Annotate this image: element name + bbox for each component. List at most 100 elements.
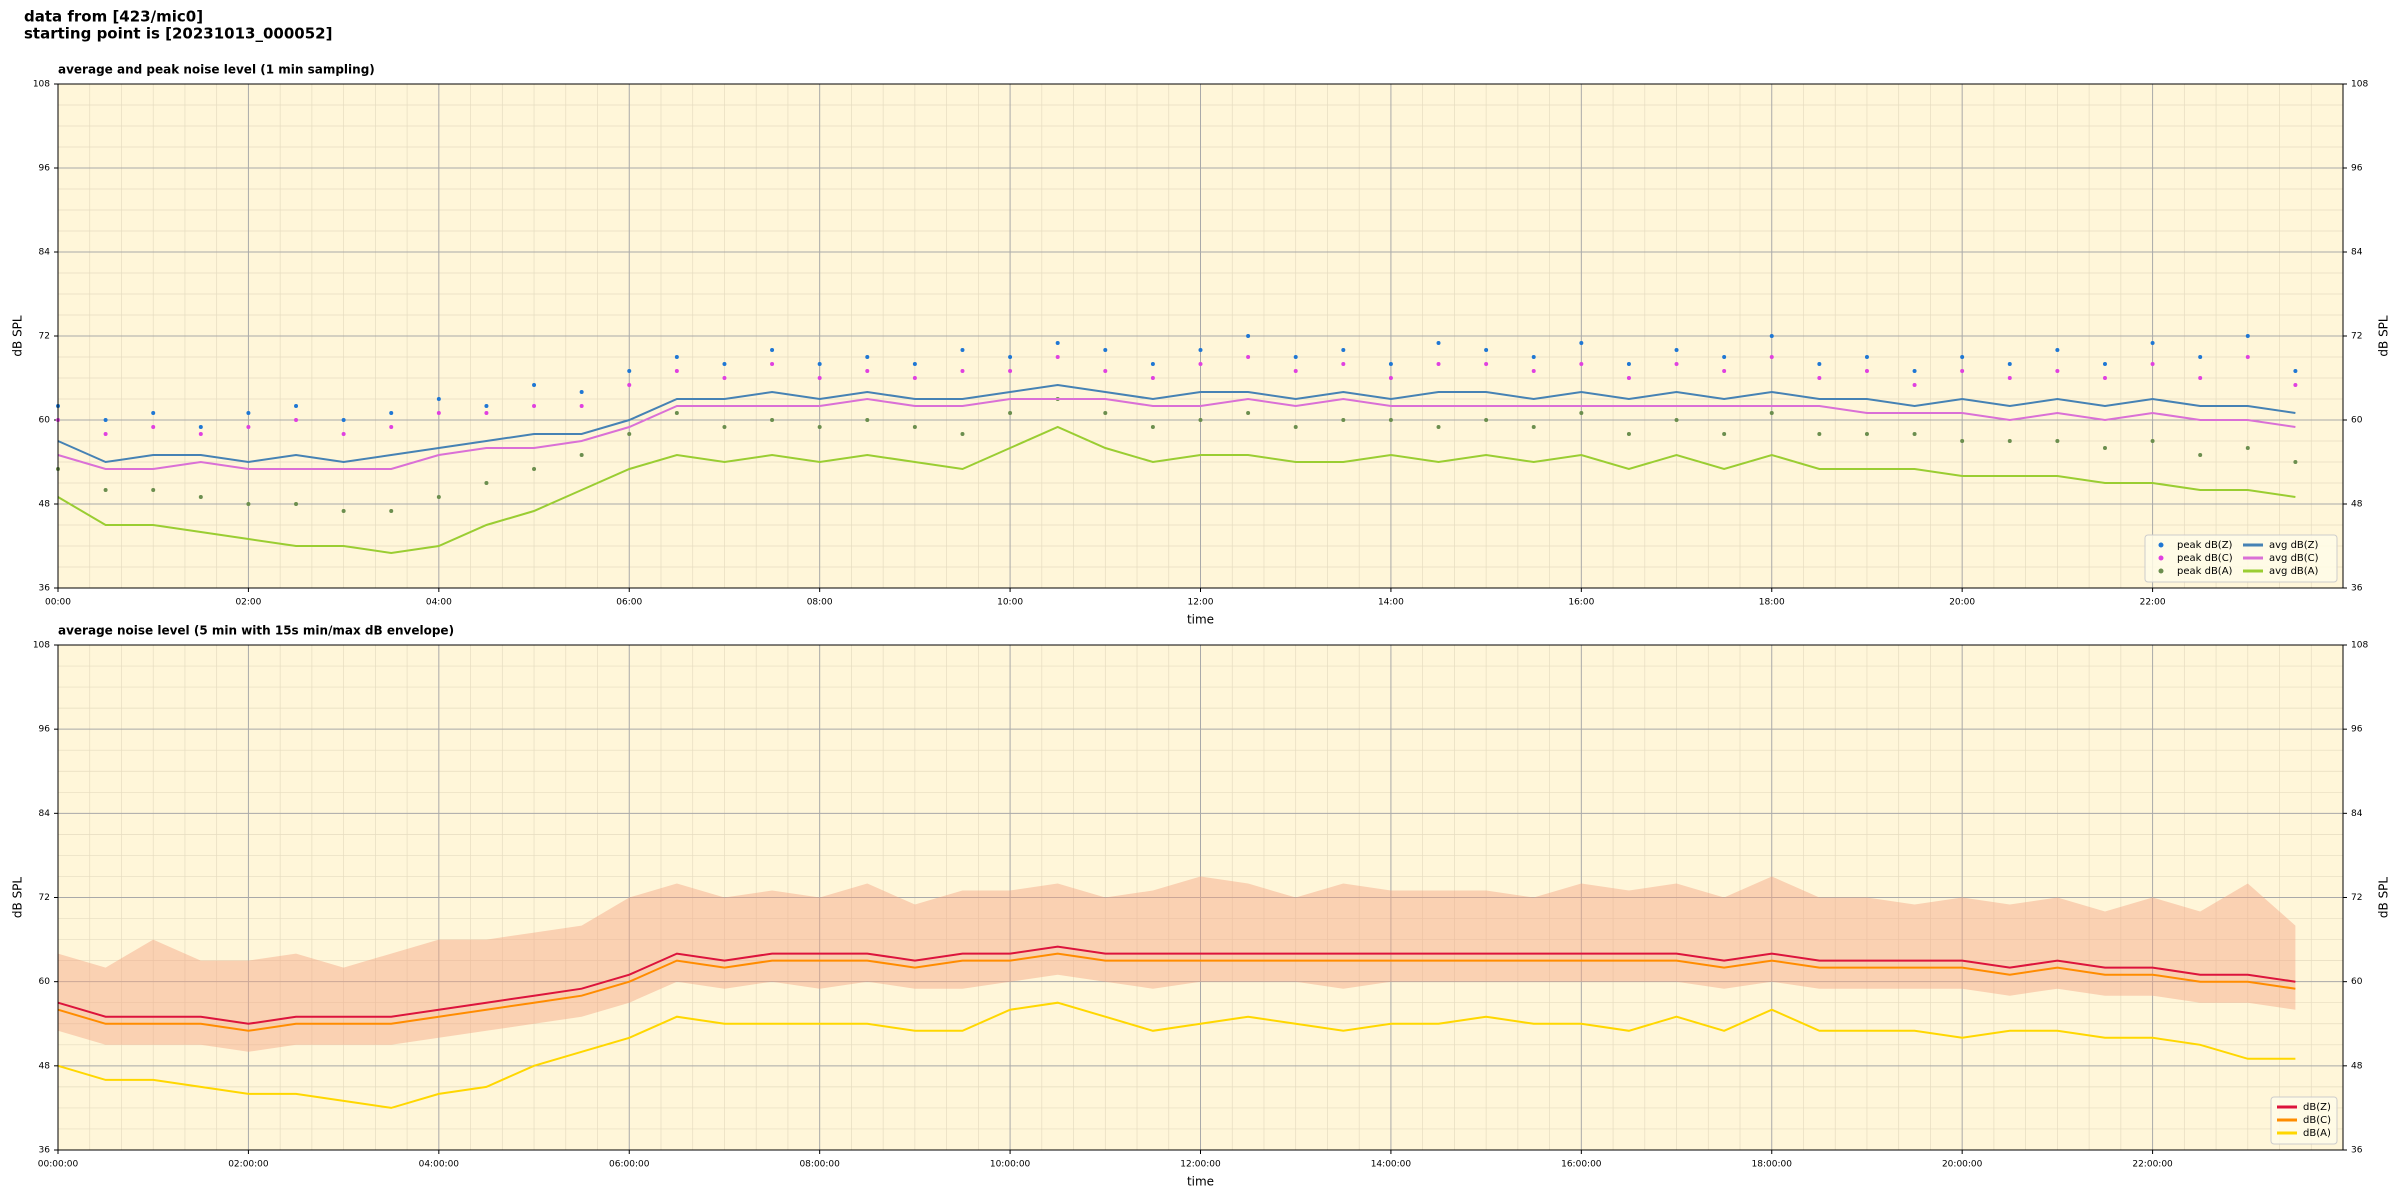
peak-dot bbox=[2198, 376, 2203, 380]
peak-dot bbox=[294, 502, 299, 506]
x-tick-label: 10:00 bbox=[997, 598, 1023, 608]
peak-dot bbox=[2102, 362, 2107, 366]
peak-dot bbox=[1912, 383, 1917, 387]
peak-dot bbox=[817, 362, 822, 366]
x-tick-label: 00:00:00 bbox=[38, 1160, 79, 1170]
peak-dot bbox=[960, 432, 965, 436]
peak-dot bbox=[532, 404, 537, 408]
peak-dot bbox=[2150, 362, 2155, 366]
x-tick-label: 20:00:00 bbox=[1942, 1160, 1983, 1170]
peak-dot bbox=[1769, 334, 1774, 338]
peak-dot bbox=[1388, 362, 1393, 366]
peak-dot bbox=[2293, 383, 2298, 387]
peak-dot bbox=[532, 467, 537, 471]
x-tick-label: 04:00 bbox=[426, 598, 452, 608]
peak-dot bbox=[484, 411, 489, 415]
peak-dot bbox=[389, 425, 394, 429]
y-tick-label: 72 bbox=[2351, 893, 2362, 903]
y-tick-label: 48 bbox=[39, 1061, 51, 1071]
peak-dot bbox=[1579, 362, 1584, 366]
peak-dot bbox=[1960, 439, 1965, 443]
legend-label: dB(A) bbox=[2303, 1128, 2331, 1139]
x-tick-label: 12:00 bbox=[1188, 598, 1214, 608]
y-axis-label: dB SPL bbox=[11, 315, 25, 357]
y-tick-label: 96 bbox=[39, 725, 51, 735]
peak-dot bbox=[722, 376, 727, 380]
peak-dot bbox=[1817, 432, 1822, 436]
peak-dot bbox=[1103, 348, 1108, 352]
y-tick-label: 60 bbox=[39, 977, 51, 987]
y-tick-label: 60 bbox=[2351, 416, 2363, 426]
peak-dot bbox=[1341, 348, 1346, 352]
peak-dot bbox=[389, 411, 394, 415]
peak-dot bbox=[198, 425, 203, 429]
peak-dot bbox=[1864, 355, 1869, 359]
y-tick-label: 48 bbox=[2351, 500, 2363, 510]
legend-label: peak dB(A) bbox=[2177, 566, 2233, 577]
peak-dot bbox=[1579, 411, 1584, 415]
y-tick-label: 84 bbox=[2351, 809, 2363, 819]
series-line bbox=[57, 945, 2296, 1025]
y-tick-label: 84 bbox=[2351, 248, 2363, 258]
peak-dot bbox=[1055, 341, 1060, 345]
peak-dot bbox=[246, 425, 251, 429]
peak-dot bbox=[1960, 355, 1965, 359]
peak-dot bbox=[674, 355, 679, 359]
legend-marker bbox=[2158, 542, 2164, 548]
x-axis-label: time bbox=[1187, 1175, 1214, 1189]
peak-dot bbox=[1388, 418, 1393, 422]
peak-dot bbox=[770, 362, 775, 366]
peak-dot bbox=[1436, 341, 1441, 345]
peak-dot bbox=[1246, 334, 1251, 338]
peak-dot bbox=[2055, 439, 2060, 443]
peak-dot bbox=[1484, 362, 1489, 366]
peak-dot bbox=[198, 495, 203, 499]
peak-dot bbox=[103, 432, 108, 436]
peak-dot bbox=[627, 383, 632, 387]
x-tick-label: 14:00:00 bbox=[1371, 1160, 1412, 1170]
peak-dot bbox=[436, 411, 441, 415]
x-tick-label: 08:00:00 bbox=[799, 1160, 840, 1170]
series-line bbox=[57, 1001, 2296, 1109]
peak-dot bbox=[151, 488, 156, 492]
legend-label: dB(Z) bbox=[2303, 1102, 2331, 1113]
peak-dot bbox=[1341, 418, 1346, 422]
peak-dot bbox=[1484, 348, 1489, 352]
legend-label: avg dB(A) bbox=[2269, 566, 2319, 577]
x-tick-label: 12:00:00 bbox=[1180, 1160, 1221, 1170]
legend-label: peak dB(Z) bbox=[2177, 540, 2233, 551]
peak-dot bbox=[1436, 425, 1441, 429]
peak-dot bbox=[579, 390, 584, 394]
x-tick-label: 18:00:00 bbox=[1752, 1160, 1793, 1170]
y-tick-label: 108 bbox=[2351, 80, 2368, 90]
peak-dot bbox=[1150, 425, 1155, 429]
y-tick-label: 108 bbox=[33, 80, 50, 90]
peak-dot bbox=[579, 453, 584, 457]
peak-dot bbox=[103, 418, 108, 422]
peak-dot bbox=[1722, 369, 1727, 373]
peak-dot bbox=[2293, 369, 2298, 373]
peak-dot bbox=[1150, 376, 1155, 380]
peak-dot bbox=[1150, 362, 1155, 366]
peak-dot bbox=[960, 369, 965, 373]
peak-dot bbox=[1531, 355, 1536, 359]
peak-dot bbox=[865, 418, 870, 422]
peak-dot bbox=[1484, 418, 1489, 422]
x-tick-label: 04:00:00 bbox=[419, 1160, 460, 1170]
peak-dot bbox=[1912, 432, 1917, 436]
peak-dot bbox=[1769, 355, 1774, 359]
peak-dot bbox=[770, 418, 775, 422]
peak-dot bbox=[484, 404, 489, 408]
envelope-area bbox=[58, 876, 2296, 1052]
peak-dot bbox=[1817, 376, 1822, 380]
peak-dot bbox=[532, 383, 537, 387]
x-tick-label: 02:00 bbox=[235, 598, 261, 608]
series-line bbox=[57, 952, 2296, 1032]
peak-dot bbox=[2245, 446, 2250, 450]
peak-dot bbox=[1864, 432, 1869, 436]
peak-dot bbox=[2102, 376, 2107, 380]
x-tick-label: 06:00 bbox=[616, 598, 642, 608]
y-tick-label: 36 bbox=[39, 584, 51, 594]
y-tick-label: 96 bbox=[2351, 725, 2363, 735]
peak-dot bbox=[1293, 369, 1298, 373]
